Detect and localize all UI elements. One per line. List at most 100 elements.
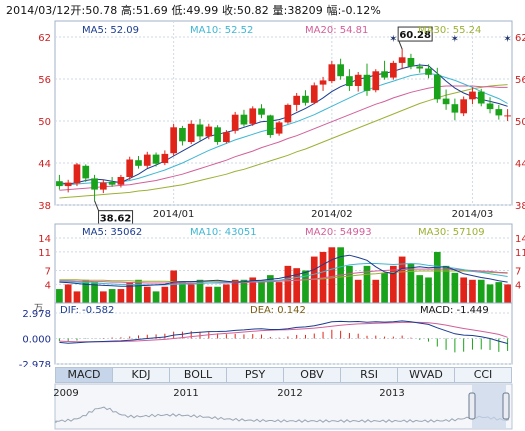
- volume-bar: [416, 275, 424, 303]
- annotation-pointer: [94, 200, 100, 211]
- price-tick-label-left: 50: [38, 117, 51, 128]
- candle-body: [319, 80, 327, 85]
- high-label: 高:: [120, 4, 136, 17]
- price-tick-label-right: 50: [515, 117, 525, 128]
- volume-ma30-legend: MA30: 57109: [418, 227, 485, 238]
- volume-bar: [460, 277, 468, 303]
- low-label: 低:: [171, 4, 187, 17]
- tab-boll[interactable]: BOLL: [170, 368, 227, 382]
- candle-body: [460, 99, 468, 114]
- candle-body: [486, 103, 494, 110]
- candle-body: [328, 64, 336, 82]
- candle-body: [398, 57, 406, 63]
- volume-bar: [240, 279, 248, 303]
- volume-bar: [495, 282, 503, 303]
- volume-unit-label: 万: [34, 304, 43, 314]
- volume-tick-label-left: 14: [38, 234, 51, 245]
- navigator-year-label: 2009: [53, 388, 78, 399]
- volume-bar: [302, 270, 309, 303]
- candle-body: [354, 74, 362, 86]
- volume-bar: [293, 268, 301, 303]
- volume-tick-label-left: 11: [38, 248, 51, 259]
- volume-bar: [381, 272, 388, 303]
- tab-kdj[interactable]: KDJ: [113, 368, 170, 382]
- volume-tick-label-left: 7: [45, 267, 51, 278]
- tab-rsi[interactable]: RSI: [341, 368, 398, 382]
- volume-bar: [346, 265, 353, 303]
- candle-body: [442, 98, 450, 105]
- volume-tick-label-right: 4: [515, 280, 521, 291]
- candle-body: [240, 114, 248, 125]
- tab-macd[interactable]: MACD: [56, 368, 113, 382]
- volume-tick-label-left: 4: [45, 280, 51, 291]
- volume-bar: [398, 256, 406, 303]
- candle-body: [117, 177, 125, 185]
- indicator-tabs: MACD KDJ BOLL PSY OBV RSI WVAD CCI: [55, 367, 512, 383]
- candle-body: [266, 115, 274, 135]
- navigator-left-handle[interactable]: [468, 392, 476, 420]
- price-tick-label-left: 44: [38, 159, 51, 170]
- volume-value: 38209: [287, 4, 323, 17]
- dif-line: [59, 320, 508, 344]
- annotation-label: 60.28: [399, 30, 431, 41]
- navigator-year-label: 2013: [379, 388, 404, 399]
- volume-ma20-legend: MA20: 54993: [305, 227, 372, 238]
- candle-body: [108, 181, 116, 185]
- candle-body: [425, 68, 432, 75]
- candle-body: [275, 122, 283, 134]
- ma30-line: [59, 84, 508, 199]
- navigator-selection[interactable]: [472, 385, 506, 428]
- open-value: 50.78: [85, 4, 118, 17]
- candle-body: [504, 115, 511, 117]
- close-label: 收:: [221, 4, 237, 17]
- price-tick-label-left: 56: [38, 75, 51, 86]
- candle-body: [126, 159, 134, 177]
- volume-bar: [477, 279, 485, 303]
- candle-body: [407, 58, 415, 67]
- volume-bar: [258, 282, 265, 303]
- tab-obv[interactable]: OBV: [284, 368, 341, 382]
- candle-body: [433, 74, 441, 100]
- open-label: 开:: [70, 4, 86, 17]
- navigator-right-handle[interactable]: [502, 392, 510, 420]
- candle-body: [143, 154, 151, 166]
- ma10-legend: MA10: 52.52: [190, 25, 253, 36]
- volume-bar: [486, 284, 494, 303]
- candle-body: [56, 181, 63, 187]
- tab-wvad[interactable]: WVAD: [398, 368, 455, 382]
- date-tick-label: 2014/02: [311, 209, 353, 220]
- change-value: -0.12%: [341, 4, 381, 17]
- candle-body: [196, 124, 204, 137]
- tab-psy[interactable]: PSY: [227, 368, 284, 382]
- navigator-frame: [54, 383, 513, 430]
- volume-bar: [170, 270, 177, 303]
- high-value: 51.69: [135, 4, 168, 17]
- ma5-legend: MA5: 52.09: [82, 25, 139, 36]
- candle-body: [82, 165, 90, 179]
- quote-date: 2014/03/12: [6, 4, 71, 17]
- ma5-line: [59, 64, 508, 185]
- candle-body: [469, 91, 476, 100]
- volume-bar: [179, 282, 186, 303]
- volume-bar: [91, 282, 98, 303]
- candle-body: [390, 62, 397, 78]
- candle-body: [170, 127, 177, 154]
- candle-body: [477, 91, 485, 104]
- candle-body: [73, 164, 81, 184]
- candle-body: [495, 109, 503, 116]
- volume-bar: [82, 279, 90, 303]
- price-tick-label-right: 44: [515, 159, 525, 170]
- candle-body: [284, 104, 292, 123]
- volume-bar: [284, 265, 292, 303]
- tab-cci[interactable]: CCI: [473, 368, 493, 381]
- range-navigator[interactable]: 2009 2011 2012 2013: [0, 383, 525, 431]
- volume-bar: [363, 265, 371, 303]
- ma30-legend: MA30: 55.24: [418, 25, 481, 36]
- volume-bar: [187, 284, 195, 303]
- volume-bar: [354, 279, 362, 303]
- volume-ma10-legend: MA10: 43051: [190, 227, 257, 238]
- candle-body: [310, 85, 318, 103]
- quote-header: 2014/03/12开:50.78 高:51.69 低:49.99 收:50.8…: [6, 2, 381, 18]
- candle-body: [179, 128, 186, 142]
